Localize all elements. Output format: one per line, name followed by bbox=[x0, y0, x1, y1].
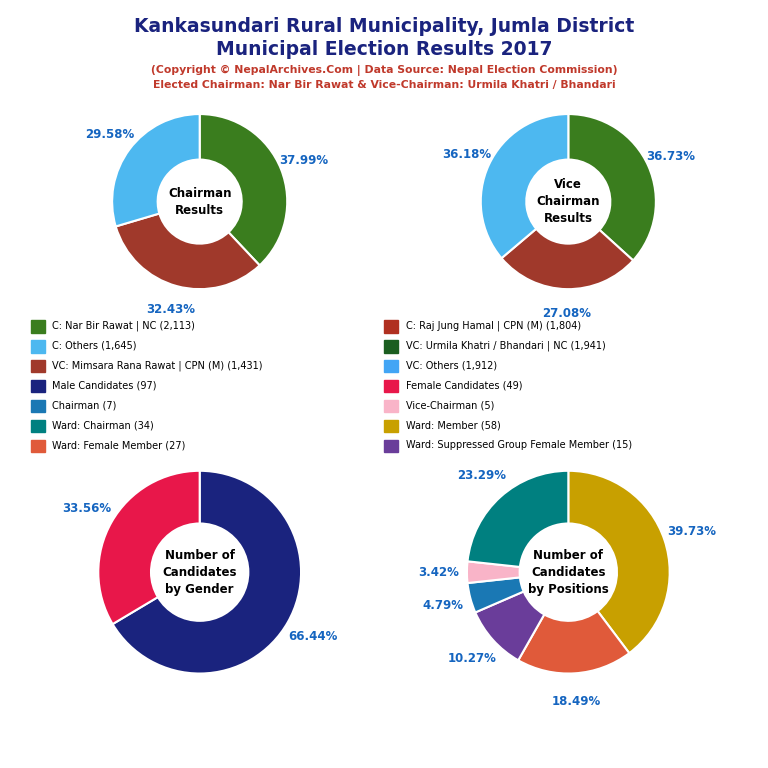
Wedge shape bbox=[475, 591, 545, 660]
Wedge shape bbox=[468, 471, 568, 567]
Text: 32.43%: 32.43% bbox=[146, 303, 195, 316]
Text: Ward: Chairman (34): Ward: Chairman (34) bbox=[52, 420, 154, 431]
Text: 23.29%: 23.29% bbox=[457, 469, 506, 482]
Wedge shape bbox=[481, 114, 568, 258]
Text: (Copyright © NepalArchives.Com | Data Source: Nepal Election Commission): (Copyright © NepalArchives.Com | Data So… bbox=[151, 65, 617, 75]
Text: Vice-Chairman (5): Vice-Chairman (5) bbox=[406, 400, 494, 411]
Wedge shape bbox=[98, 471, 200, 624]
Wedge shape bbox=[113, 471, 301, 674]
Text: 27.08%: 27.08% bbox=[542, 307, 591, 320]
Text: 29.58%: 29.58% bbox=[85, 128, 134, 141]
Text: C: Nar Bir Rawat | NC (2,113): C: Nar Bir Rawat | NC (2,113) bbox=[52, 320, 195, 331]
Text: 3.42%: 3.42% bbox=[418, 566, 459, 578]
Wedge shape bbox=[568, 114, 656, 260]
Text: 4.79%: 4.79% bbox=[422, 599, 463, 612]
Text: Number of
Candidates
by Gender: Number of Candidates by Gender bbox=[162, 548, 237, 596]
Text: Kankasundari Rural Municipality, Jumla District: Kankasundari Rural Municipality, Jumla D… bbox=[134, 17, 634, 36]
Wedge shape bbox=[467, 561, 520, 583]
Text: Chairman (7): Chairman (7) bbox=[52, 400, 117, 411]
Text: C: Raj Jung Hamal | CPN (M) (1,804): C: Raj Jung Hamal | CPN (M) (1,804) bbox=[406, 320, 581, 331]
Text: 33.56%: 33.56% bbox=[62, 502, 111, 515]
Text: Male Candidates (97): Male Candidates (97) bbox=[52, 380, 157, 391]
Wedge shape bbox=[502, 229, 633, 289]
Text: Female Candidates (49): Female Candidates (49) bbox=[406, 380, 522, 391]
Text: VC: Mimsara Rana Rawat | CPN (M) (1,431): VC: Mimsara Rana Rawat | CPN (M) (1,431) bbox=[52, 360, 263, 371]
Text: Municipal Election Results 2017: Municipal Election Results 2017 bbox=[216, 40, 552, 59]
Wedge shape bbox=[112, 114, 200, 227]
Wedge shape bbox=[200, 114, 287, 266]
Text: 39.73%: 39.73% bbox=[667, 525, 716, 538]
Text: Ward: Member (58): Ward: Member (58) bbox=[406, 420, 500, 431]
Text: Chairman
Results: Chairman Results bbox=[168, 187, 231, 217]
Text: C: Others (1,645): C: Others (1,645) bbox=[52, 340, 137, 351]
Text: VC: Urmila Khatri / Bhandari | NC (1,941): VC: Urmila Khatri / Bhandari | NC (1,941… bbox=[406, 340, 605, 351]
Text: Vice
Chairman
Results: Vice Chairman Results bbox=[537, 178, 600, 225]
Text: 66.44%: 66.44% bbox=[288, 630, 337, 643]
Text: 10.27%: 10.27% bbox=[447, 652, 496, 665]
Wedge shape bbox=[518, 611, 629, 674]
Text: VC: Others (1,912): VC: Others (1,912) bbox=[406, 360, 497, 371]
Text: Number of
Candidates
by Positions: Number of Candidates by Positions bbox=[528, 548, 609, 596]
Text: Ward: Female Member (27): Ward: Female Member (27) bbox=[52, 440, 186, 451]
Text: 36.73%: 36.73% bbox=[647, 150, 695, 163]
Text: 37.99%: 37.99% bbox=[280, 154, 329, 167]
Wedge shape bbox=[116, 214, 260, 289]
Text: Ward: Suppressed Group Female Member (15): Ward: Suppressed Group Female Member (15… bbox=[406, 440, 631, 451]
Text: 18.49%: 18.49% bbox=[552, 695, 601, 708]
Wedge shape bbox=[468, 578, 524, 612]
Text: Elected Chairman: Nar Bir Rawat & Vice-Chairman: Urmila Khatri / Bhandari: Elected Chairman: Nar Bir Rawat & Vice-C… bbox=[153, 80, 615, 90]
Wedge shape bbox=[568, 471, 670, 653]
Text: 36.18%: 36.18% bbox=[442, 148, 492, 161]
